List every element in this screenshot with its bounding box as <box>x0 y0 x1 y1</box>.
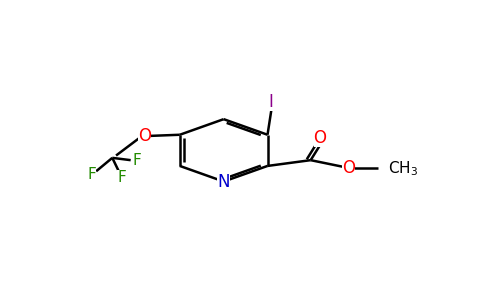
Text: O: O <box>314 129 327 147</box>
Text: O: O <box>137 127 151 145</box>
Text: I: I <box>269 93 274 111</box>
Text: N: N <box>217 172 230 190</box>
Text: O: O <box>342 159 355 177</box>
Text: F: F <box>117 170 126 185</box>
Text: F: F <box>132 153 141 168</box>
Text: CH$_3$: CH$_3$ <box>388 159 418 178</box>
Text: F: F <box>87 167 96 182</box>
